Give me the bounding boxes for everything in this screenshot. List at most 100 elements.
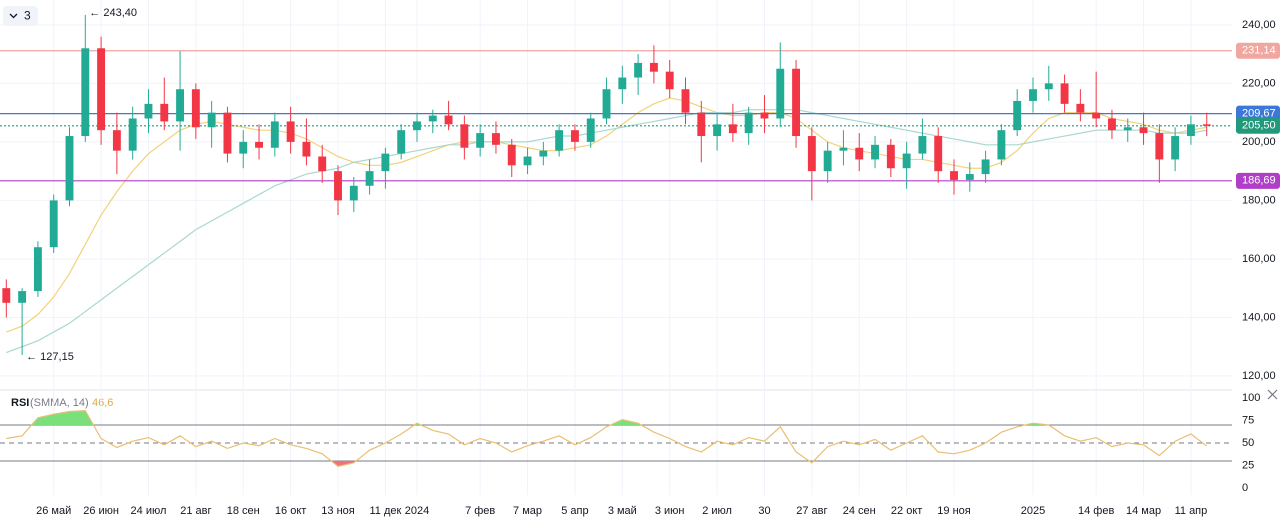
x-tick-label: 16 окт xyxy=(275,505,306,517)
badge-button[interactable]: 3 xyxy=(3,6,38,26)
candle-body xyxy=(49,200,58,248)
price-level-label: 209,67 xyxy=(1242,108,1276,120)
candle-body xyxy=(207,112,216,128)
candle-body xyxy=(728,124,737,134)
moving-average-line xyxy=(6,109,1207,354)
y-tick-label: 220,00 xyxy=(1242,77,1276,89)
candle-body xyxy=(886,144,895,169)
x-tick-label: 27 авг xyxy=(796,505,827,517)
candle-body xyxy=(33,247,42,292)
candle-body xyxy=(823,150,832,172)
candle-body xyxy=(555,130,564,151)
candle-body xyxy=(539,150,548,157)
candle-body xyxy=(855,147,864,160)
candle-body xyxy=(807,136,816,172)
candle-body xyxy=(191,89,200,128)
candle-body xyxy=(1108,118,1116,131)
candle-body xyxy=(997,130,1006,160)
candle-body xyxy=(649,62,658,72)
candle-body xyxy=(776,68,785,119)
candle-body xyxy=(176,89,185,122)
y-tick-label: 240,00 xyxy=(1242,19,1276,31)
price-level-badge xyxy=(1236,117,1280,134)
candle-body xyxy=(476,133,485,148)
x-tick-label: 5 апр xyxy=(561,505,588,517)
rsi-params: (SMMA, 14) xyxy=(30,397,89,409)
x-tick-label: 26 май xyxy=(36,505,71,517)
candle-body xyxy=(570,130,579,142)
candle-body xyxy=(618,77,627,90)
y-tick-label: 160,00 xyxy=(1242,253,1276,265)
price-level-label: 205,50 xyxy=(1242,120,1276,132)
price-level-label: 231,14 xyxy=(1242,45,1276,57)
candle-body xyxy=(1186,124,1195,137)
candle-body xyxy=(681,89,690,113)
close-pane-button[interactable] xyxy=(1267,389,1278,400)
x-tick-label: 13 ноя xyxy=(321,505,354,517)
candle-body xyxy=(112,130,121,151)
candle-body xyxy=(665,71,674,90)
candle-body xyxy=(381,153,390,172)
badge-count: 3 xyxy=(24,9,31,23)
y-tick-label: 140,00 xyxy=(1242,311,1276,323)
candle-body xyxy=(97,48,106,131)
x-tick-label: 19 ноя xyxy=(937,505,970,517)
candle-body xyxy=(1076,103,1085,113)
candle-body xyxy=(397,130,406,154)
x-tick-label: 11 апр xyxy=(1175,505,1208,517)
candle-body xyxy=(602,89,611,119)
moving-average-line xyxy=(6,97,1207,333)
x-tick-label: 24 сен xyxy=(843,505,876,517)
x-tick-label: 18 сен xyxy=(227,505,260,517)
rsi-tick-label: 0 xyxy=(1242,482,1248,494)
x-tick-label: 3 май xyxy=(608,505,637,517)
candle-body xyxy=(744,112,753,134)
candle-body xyxy=(444,115,453,125)
price-level-label: 186,69 xyxy=(1242,175,1276,187)
high-annotation: ← 243,40 xyxy=(89,7,137,19)
candle-body xyxy=(950,171,958,180)
x-tick-label: 24 июл xyxy=(131,505,167,517)
candle-body xyxy=(318,156,327,172)
x-tick-label: 14 мар xyxy=(1126,505,1161,517)
badge-bg xyxy=(3,6,38,26)
candle-body xyxy=(81,48,90,137)
candle-body xyxy=(1139,127,1148,134)
candle-body xyxy=(334,171,342,201)
candle-body xyxy=(1171,136,1180,160)
candle-body xyxy=(1123,127,1132,131)
x-tick-label: 22 окт xyxy=(891,505,922,517)
candle-body xyxy=(1029,89,1037,101)
chevron-icon xyxy=(9,13,18,19)
candle-body xyxy=(1155,133,1164,160)
rsi-line xyxy=(6,409,1208,468)
x-tick-label: 30 xyxy=(758,505,770,517)
candle-body xyxy=(239,141,248,154)
rsi-tick-label: 50 xyxy=(1242,437,1254,449)
x-tick-label: 26 июн xyxy=(83,505,119,517)
rsi-tick-label: 25 xyxy=(1242,459,1254,471)
candle-body xyxy=(839,147,848,151)
candle-body xyxy=(1060,83,1069,104)
candle-body xyxy=(128,118,137,151)
x-tick-label: 3 июн xyxy=(655,505,685,517)
candle-body xyxy=(634,62,643,78)
candle-body xyxy=(792,68,801,137)
rsi-tick-label: 100 xyxy=(1242,392,1260,404)
candle-body xyxy=(507,144,516,166)
candle-body xyxy=(428,115,437,122)
candle-body xyxy=(965,174,974,180)
y-tick-label: 180,00 xyxy=(1242,194,1276,206)
candle-body xyxy=(349,185,358,201)
price-level-badge xyxy=(1236,105,1280,122)
candle-body xyxy=(1044,83,1053,90)
candle-body xyxy=(1013,100,1022,131)
rsi-current: 46,6 xyxy=(92,397,113,409)
candle-body xyxy=(586,118,595,142)
candle-body xyxy=(270,121,279,148)
candle-body xyxy=(492,133,500,145)
candle-body xyxy=(1202,124,1211,126)
price-level-badge xyxy=(1236,172,1280,189)
candle-body xyxy=(460,124,469,148)
x-tick-label: 2025 xyxy=(1021,505,1045,517)
